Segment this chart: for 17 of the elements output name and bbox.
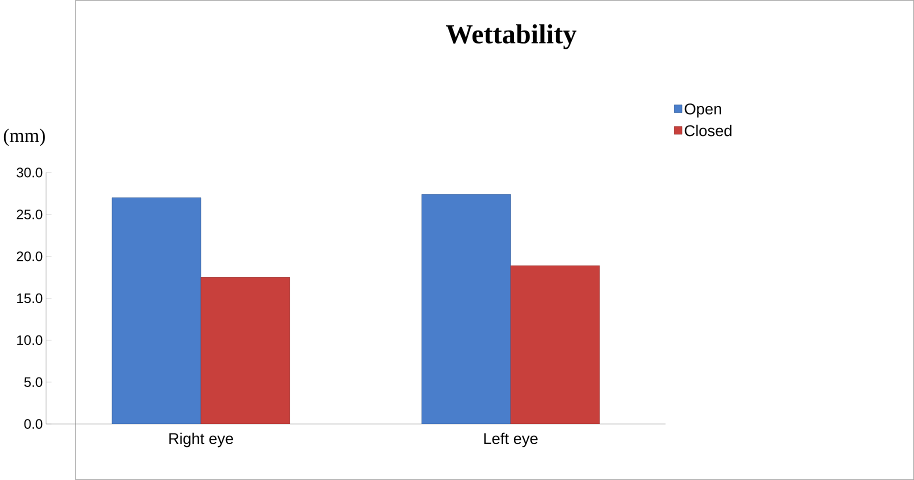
x-tick-label: Right eye (169, 432, 234, 448)
y-tick-label: 30.0 (16, 168, 42, 178)
y-tick-label: 5.0 (24, 377, 42, 387)
y-tick-label: 20.0 (16, 252, 42, 262)
x-tick-label: Left eye (484, 432, 538, 448)
y-tick-label: 15.0 (17, 293, 42, 304)
y-tick-label: 10.0 (17, 335, 42, 346)
bar (510, 265, 600, 424)
legend-label: Closed (684, 124, 732, 136)
y-tick-label: 0.0 (24, 419, 42, 429)
y-axis-title: (mm) (4, 128, 45, 146)
bar (422, 194, 511, 424)
chart-title: Wettability (446, 24, 576, 50)
legend-label: Open (684, 103, 722, 118)
bar (112, 198, 202, 424)
y-tick-label: 25.0 (16, 210, 42, 220)
bar (200, 277, 290, 424)
